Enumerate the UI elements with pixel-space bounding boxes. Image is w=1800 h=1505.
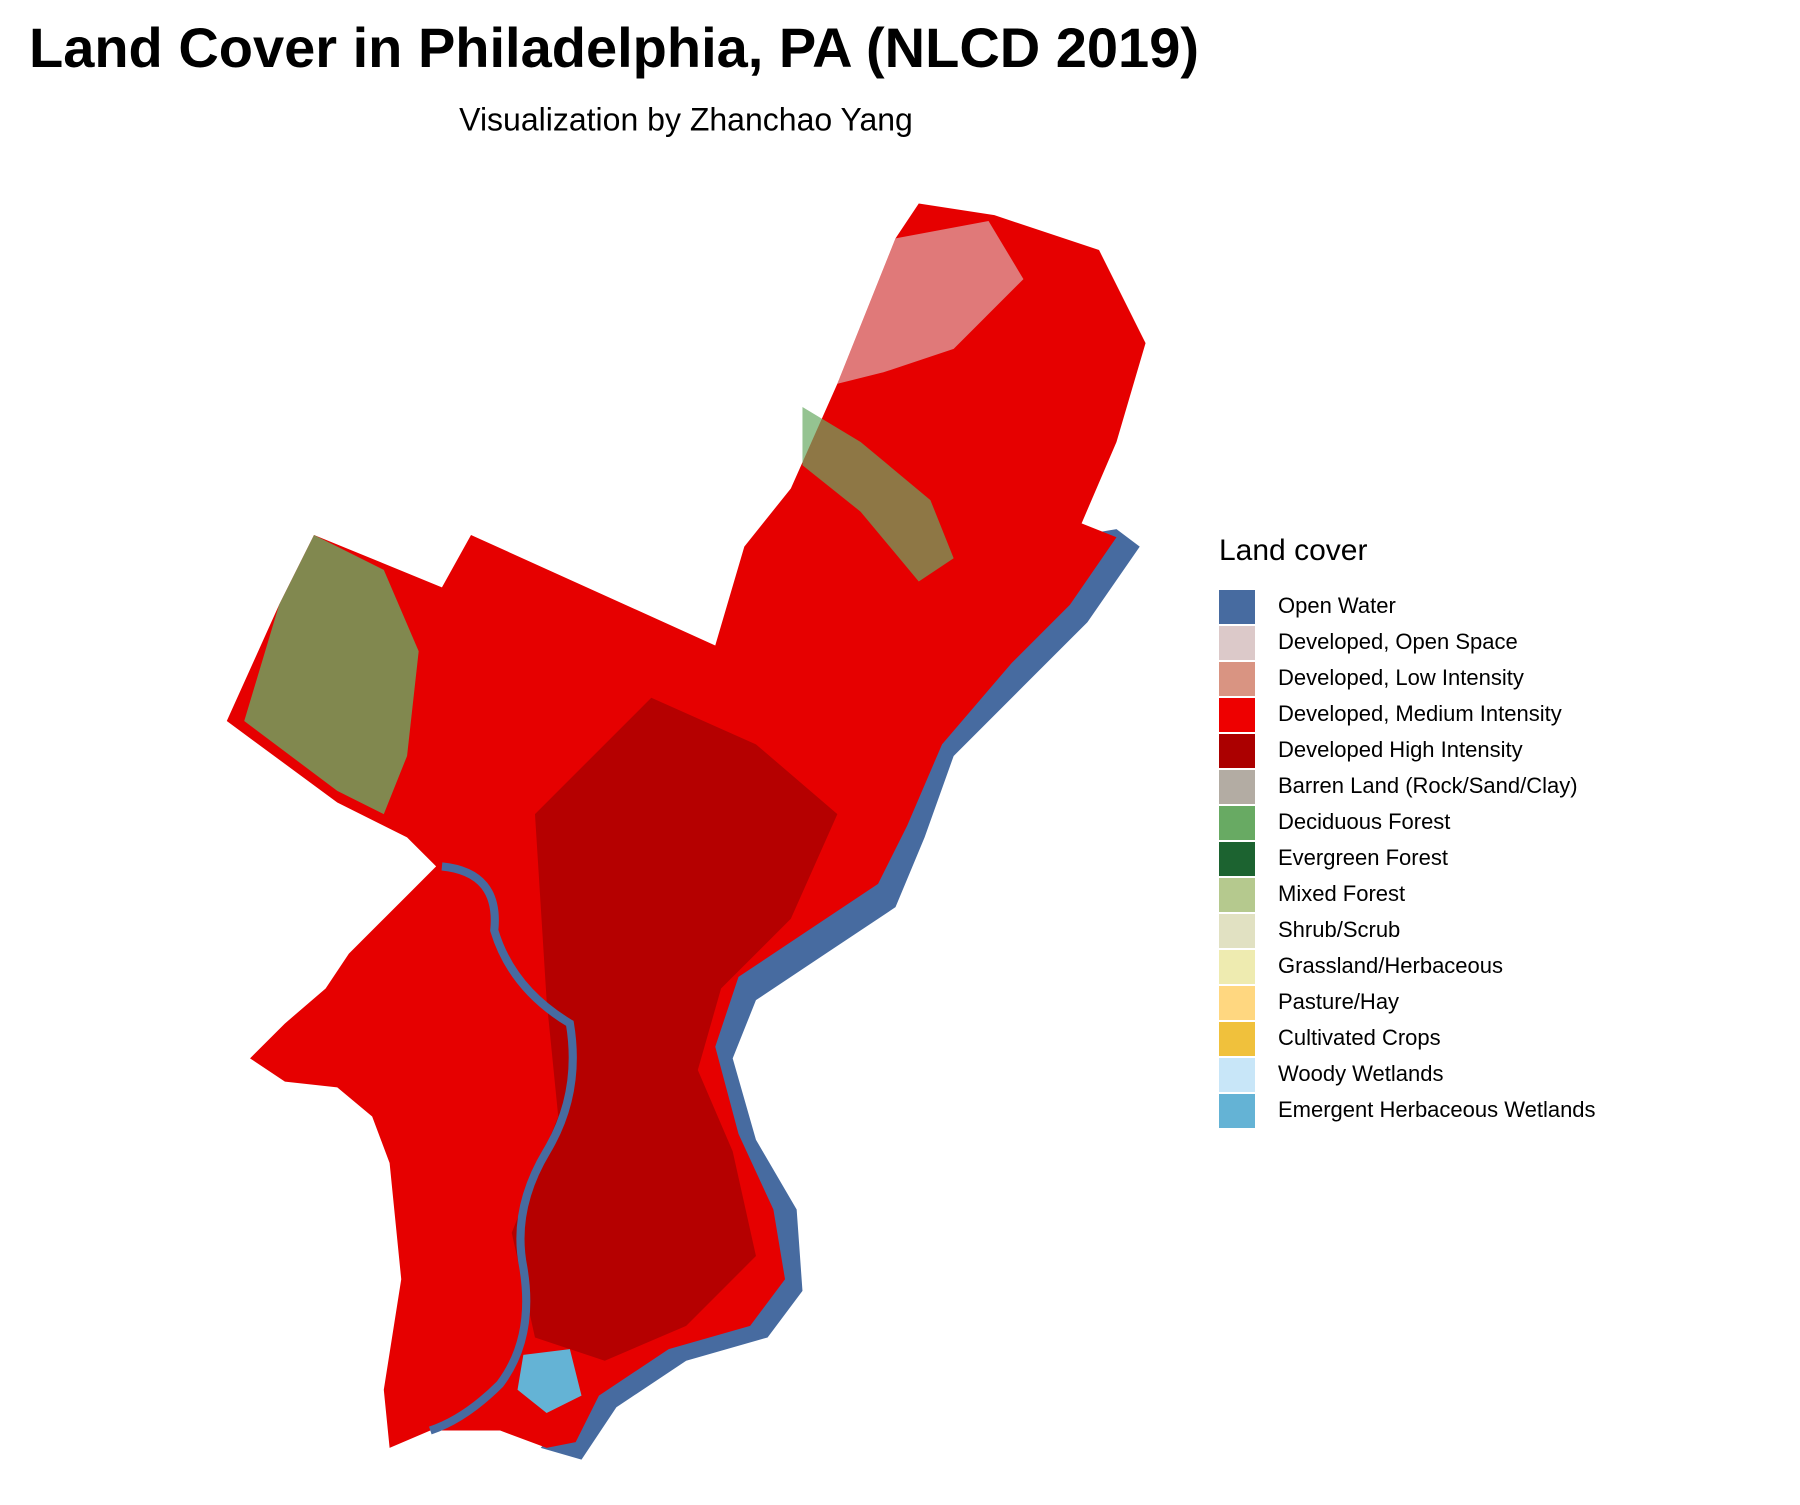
legend-swatch bbox=[1219, 1022, 1255, 1056]
legend-label: Cultivated Crops bbox=[1278, 1025, 1441, 1050]
legend-swatch bbox=[1219, 734, 1255, 768]
river-water bbox=[540, 529, 1140, 1460]
legend-title: Land cover bbox=[1219, 534, 1367, 567]
legend-label: Open Water bbox=[1278, 593, 1396, 618]
legend-label: Mixed Forest bbox=[1278, 881, 1405, 906]
open-space-north bbox=[837, 220, 1024, 384]
high-intensity-core bbox=[511, 697, 838, 1361]
legend-label: Developed, Low Intensity bbox=[1278, 665, 1524, 690]
legend-swatch bbox=[1219, 806, 1255, 840]
legend-label: Barren Land (Rock/Sand/Clay) bbox=[1278, 773, 1578, 798]
legend-swatch bbox=[1219, 842, 1255, 876]
legend-label: Shrub/Scrub bbox=[1278, 917, 1400, 942]
legend-label: Emergent Herbaceous Wetlands bbox=[1278, 1097, 1596, 1122]
schuylkill-river bbox=[428, 862, 577, 1435]
legend: Open Water Developed, Open Space Developed… bbox=[1219, 590, 1596, 1128]
legend-swatch bbox=[1219, 878, 1255, 912]
forest-northeast bbox=[802, 407, 954, 582]
legend-swatch bbox=[1219, 626, 1255, 660]
legend-label: Developed High Intensity bbox=[1278, 737, 1523, 762]
legend-swatch bbox=[1219, 950, 1255, 984]
legend-label: Evergreen Forest bbox=[1278, 845, 1448, 870]
legend-swatch bbox=[1219, 770, 1255, 804]
legend-swatch bbox=[1219, 986, 1255, 1020]
legend-swatch bbox=[1219, 1058, 1255, 1092]
legend-label: Developed, Open Space bbox=[1278, 629, 1518, 654]
legend-swatch bbox=[1219, 914, 1255, 948]
wetlands-south bbox=[517, 1349, 582, 1414]
legend-swatch bbox=[1219, 1094, 1255, 1128]
legend-label: Deciduous Forest bbox=[1278, 809, 1450, 834]
legend-label: Pasture/Hay bbox=[1278, 989, 1399, 1014]
legend-swatch bbox=[1219, 662, 1255, 696]
legend-label: Woody Wetlands bbox=[1278, 1061, 1444, 1086]
title: Land Cover in Philadelphia, PA (NLCD 201… bbox=[29, 16, 1199, 79]
legend-swatch bbox=[1219, 590, 1255, 624]
map bbox=[226, 203, 1146, 1460]
legend-label: Developed, Medium Intensity bbox=[1278, 701, 1562, 726]
subtitle: Visualization by Zhanchao Yang bbox=[459, 101, 913, 137]
forest-northwest bbox=[244, 534, 419, 815]
legend-swatch bbox=[1219, 698, 1255, 732]
legend-label: Grassland/Herbaceous bbox=[1278, 953, 1503, 978]
